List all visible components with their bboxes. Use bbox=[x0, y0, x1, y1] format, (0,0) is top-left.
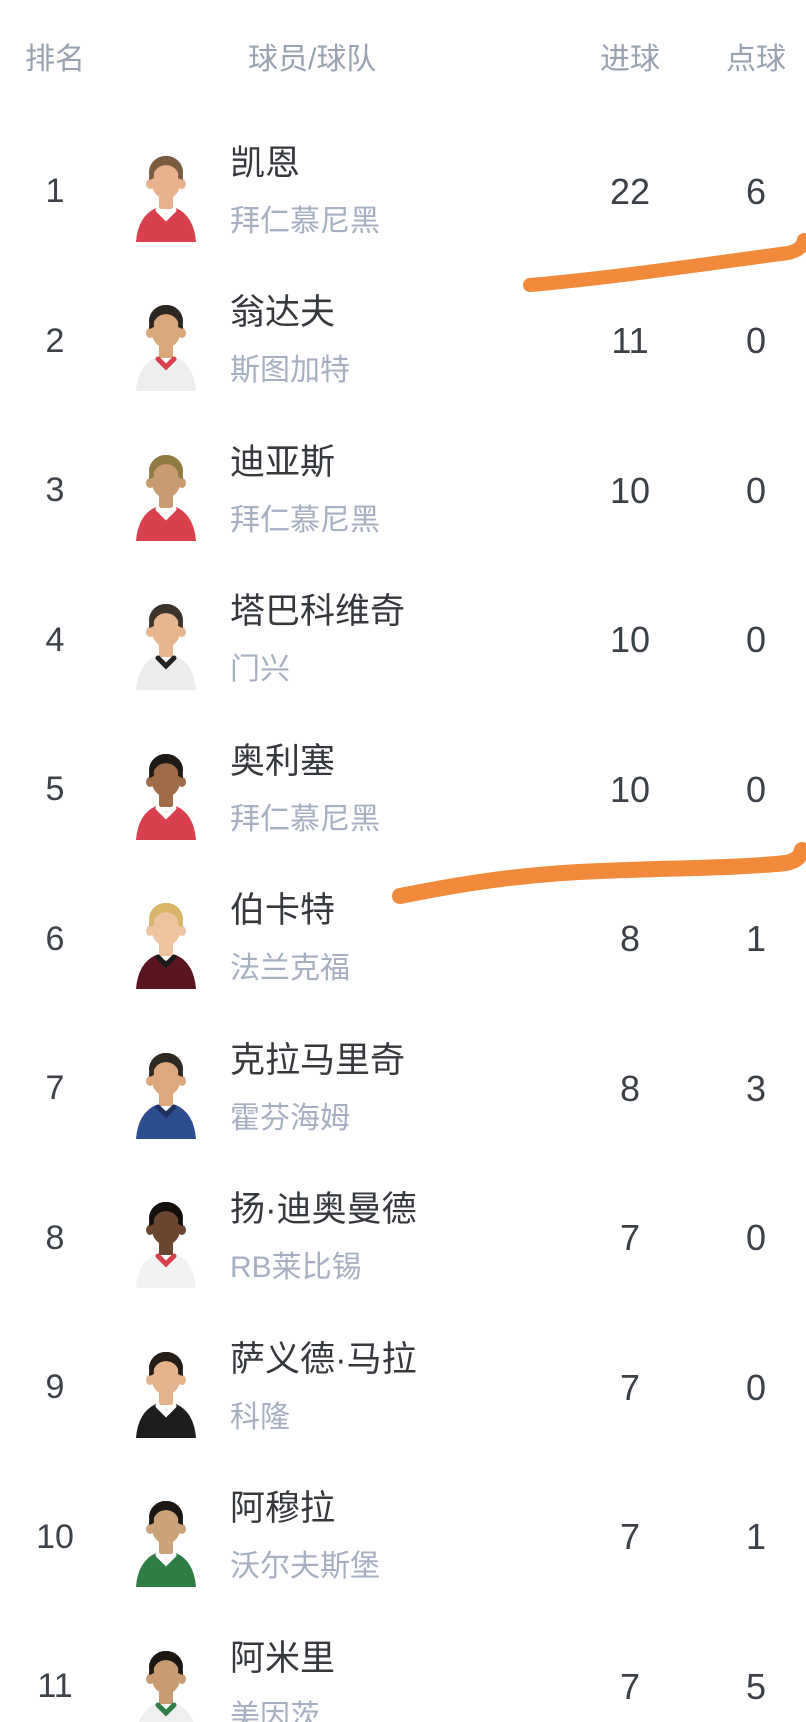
player-info: 迪亚斯 拜仁慕尼黑 bbox=[230, 441, 580, 541]
penalties-value: 1 bbox=[745, 918, 767, 960]
scorer-row[interactable]: 9 萨义德·马拉 科隆 7 0 bbox=[0, 1313, 806, 1463]
scorer-row[interactable]: 11 阿米里 美因茨 7 5 bbox=[0, 1612, 806, 1722]
player-info: 扬·迪奥曼德 RB莱比锡 bbox=[230, 1188, 580, 1288]
header-rank: 排名 bbox=[25, 43, 85, 76]
scorer-row[interactable]: 6 伯卡特 法兰克福 8 1 bbox=[0, 865, 806, 1015]
goals-value: 7 bbox=[619, 1366, 641, 1408]
penalties-value: 0 bbox=[745, 1366, 767, 1408]
player-info: 奥利塞 拜仁慕尼黑 bbox=[230, 740, 580, 840]
penalties-value: 6 bbox=[745, 170, 767, 212]
player-team: 霍芬海姆 bbox=[230, 1101, 350, 1135]
rank-value: 3 bbox=[45, 471, 65, 510]
player-team: 美因茨 bbox=[230, 1699, 320, 1722]
goals-value: 7 bbox=[619, 1516, 641, 1558]
goals-value: 10 bbox=[609, 619, 651, 661]
player-team: 拜仁慕尼黑 bbox=[230, 204, 380, 238]
penalties-value: 5 bbox=[745, 1665, 767, 1707]
rank-value: 4 bbox=[45, 620, 65, 659]
player-name: 阿米里 bbox=[230, 1638, 336, 1678]
player-team: 拜仁慕尼黑 bbox=[230, 802, 380, 836]
goals-value: 11 bbox=[611, 320, 649, 362]
player-name: 翁达夫 bbox=[230, 293, 336, 333]
player-photo bbox=[136, 1052, 196, 1139]
player-photo bbox=[136, 155, 196, 242]
player-info: 凯恩 拜仁慕尼黑 bbox=[230, 142, 580, 242]
scorer-row[interactable]: 2 翁达夫 斯图加特 11 0 bbox=[0, 267, 806, 417]
header-goals: 进球 bbox=[600, 43, 660, 76]
rank-value: 2 bbox=[45, 321, 65, 360]
goals-value: 8 bbox=[619, 918, 641, 960]
player-photo bbox=[138, 1650, 194, 1722]
table-header: 排名 球员/球队 进球 点球 bbox=[0, 33, 806, 79]
goals-value: 10 bbox=[609, 469, 651, 511]
player-team: 拜仁慕尼黑 bbox=[230, 503, 380, 537]
scorer-row[interactable]: 8 扬·迪奥曼德 RB莱比锡 7 0 bbox=[0, 1164, 806, 1314]
player-name: 塔巴科维奇 bbox=[230, 592, 406, 632]
player-photo bbox=[136, 753, 196, 840]
player-photo bbox=[136, 305, 196, 392]
player-info: 翁达夫 斯图加特 bbox=[230, 291, 580, 391]
player-info: 伯卡特 法兰克福 bbox=[230, 889, 580, 989]
penalties-value: 1 bbox=[745, 1516, 767, 1558]
rank-value: 11 bbox=[37, 1667, 73, 1706]
rank-value: 9 bbox=[45, 1368, 65, 1407]
player-team: 斯图加特 bbox=[230, 354, 350, 388]
penalties-value: 0 bbox=[745, 768, 767, 810]
penalties-value: 0 bbox=[745, 619, 767, 661]
player-photo bbox=[136, 604, 196, 691]
penalties-value: 0 bbox=[745, 320, 767, 362]
penalties-value: 0 bbox=[745, 469, 767, 511]
player-name: 凯恩 bbox=[230, 143, 301, 183]
scorer-list: 1 凯恩 拜仁慕尼黑 22 6 2 bbox=[0, 117, 806, 1722]
player-photo bbox=[136, 1351, 196, 1438]
player-name: 克拉马里奇 bbox=[230, 1040, 406, 1080]
goals-value: 22 bbox=[609, 170, 651, 212]
scorer-row[interactable]: 7 克拉马里奇 霍芬海姆 8 3 bbox=[0, 1014, 806, 1164]
scorer-row[interactable]: 1 凯恩 拜仁慕尼黑 22 6 bbox=[0, 117, 806, 267]
goals-value: 10 bbox=[609, 768, 651, 810]
player-photo bbox=[136, 903, 196, 990]
rank-value: 8 bbox=[45, 1218, 65, 1257]
player-name: 奥利塞 bbox=[230, 741, 336, 781]
goals-value: 7 bbox=[619, 1217, 641, 1259]
rank-value: 6 bbox=[45, 919, 65, 958]
header-player: 球员/球队 bbox=[248, 43, 377, 76]
player-team: 法兰克福 bbox=[230, 952, 350, 986]
player-info: 阿穆拉 沃尔夫斯堡 bbox=[230, 1487, 580, 1587]
player-team: 门兴 bbox=[230, 653, 290, 687]
player-name: 扬·迪奥曼德 bbox=[230, 1190, 417, 1230]
penalties-value: 0 bbox=[745, 1217, 767, 1259]
player-name: 萨义德·马拉 bbox=[230, 1339, 417, 1379]
scorer-row[interactable]: 4 塔巴科维奇 门兴 10 0 bbox=[0, 566, 806, 716]
rank-value: 1 bbox=[45, 172, 65, 211]
scorer-row[interactable]: 10 阿穆拉 沃尔夫斯堡 7 1 bbox=[0, 1463, 806, 1613]
player-info: 萨义德·马拉 科隆 bbox=[230, 1338, 580, 1438]
player-name: 阿穆拉 bbox=[230, 1489, 336, 1529]
rank-value: 10 bbox=[36, 1517, 74, 1556]
player-photo bbox=[136, 454, 196, 541]
player-photo bbox=[136, 1202, 196, 1289]
goals-value: 7 bbox=[619, 1665, 641, 1707]
scorer-row[interactable]: 5 奥利塞 拜仁慕尼黑 10 0 bbox=[0, 715, 806, 865]
rank-value: 7 bbox=[45, 1069, 65, 1108]
player-name: 伯卡特 bbox=[230, 891, 336, 931]
player-team: 沃尔夫斯堡 bbox=[230, 1550, 380, 1584]
player-team: 科隆 bbox=[230, 1400, 290, 1434]
penalties-value: 3 bbox=[745, 1067, 767, 1109]
scorer-row[interactable]: 3 迪亚斯 拜仁慕尼黑 10 0 bbox=[0, 416, 806, 566]
player-info: 阿米里 美因茨 bbox=[230, 1637, 580, 1722]
player-info: 克拉马里奇 霍芬海姆 bbox=[230, 1039, 580, 1139]
player-photo bbox=[136, 1501, 196, 1588]
header-penalties: 点球 bbox=[726, 43, 786, 76]
player-name: 迪亚斯 bbox=[230, 442, 336, 482]
player-info: 塔巴科维奇 门兴 bbox=[230, 590, 580, 690]
player-team: RB莱比锡 bbox=[230, 1251, 362, 1285]
goals-value: 8 bbox=[619, 1067, 641, 1109]
rank-value: 5 bbox=[45, 770, 65, 809]
